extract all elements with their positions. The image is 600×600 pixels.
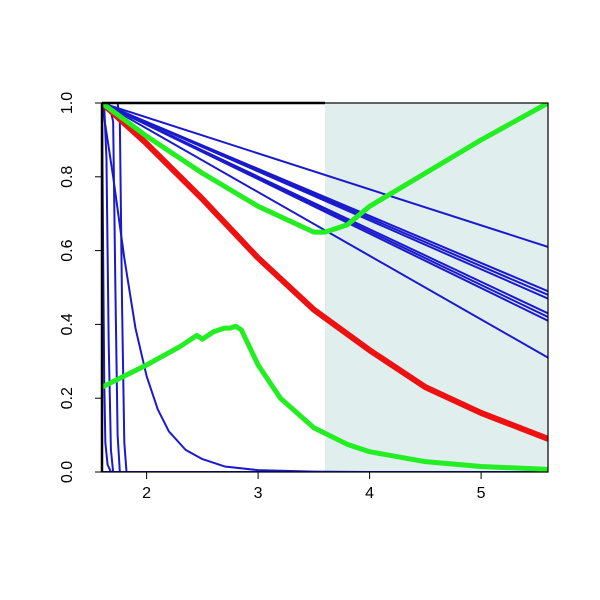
plot-area <box>102 103 548 472</box>
series-line-blue-0 <box>102 103 548 248</box>
y-tick-label: 0.8 <box>59 166 76 188</box>
series-line-blue-6 <box>102 103 548 322</box>
series-line-blue-8 <box>102 103 548 472</box>
y-tick-label: 1.0 <box>59 92 76 114</box>
x-tick-label: 2 <box>142 485 151 502</box>
y-tick-label: 0.2 <box>59 387 76 409</box>
x-tick-label: 5 <box>477 485 486 502</box>
series-line-green-16 <box>102 323 548 472</box>
x-tick-label: 3 <box>254 485 263 502</box>
y-tick-label: 0.4 <box>59 313 76 335</box>
y-tick-label: 0.6 <box>59 239 76 261</box>
x-tick-label: 4 <box>365 485 374 502</box>
shaded-region <box>325 103 548 472</box>
y-tick-label: 0.0 <box>59 461 76 483</box>
series-line-blue-11 <box>102 103 548 472</box>
series-line-green-15 <box>102 103 548 235</box>
series-line-blue-12 <box>102 103 548 472</box>
axes: 2 3 4 5 0.0 0.2 0.4 0.6 0.8 1.0 <box>59 92 549 502</box>
series-line-red-14 <box>102 103 548 442</box>
series-line-blue-3 <box>102 103 548 300</box>
